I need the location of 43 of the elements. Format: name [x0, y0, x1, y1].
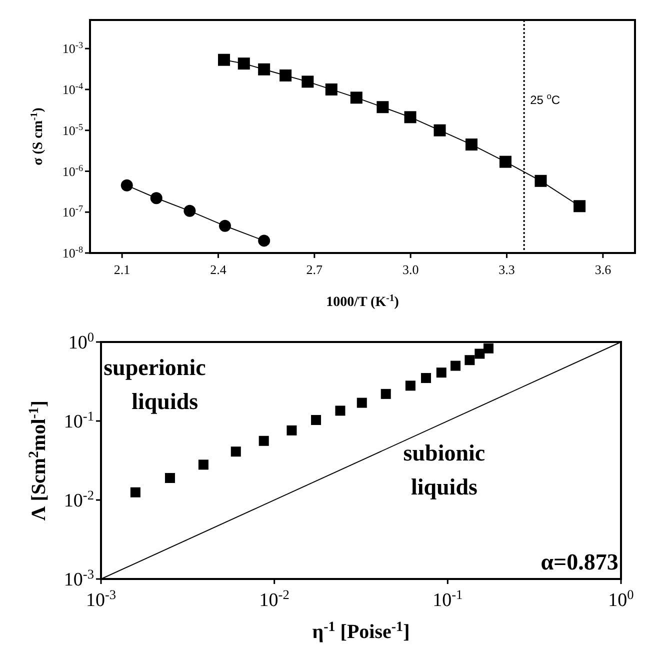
y-tick-label: 10$^{0}$ — [68, 329, 94, 354]
y-tick-label: 10$^{-7}$ — [62, 204, 84, 220]
point — [302, 76, 314, 88]
point — [574, 200, 586, 212]
x-tick-label: 10$^{0}$ — [608, 586, 634, 611]
x-axis-title: 1000/T (K$^{-1}$) — [326, 292, 400, 310]
point — [238, 58, 250, 70]
ref-line-label: 25 $^{o}$C — [530, 90, 560, 107]
y-tick-label: 10$^{-1}$ — [64, 408, 94, 433]
point — [280, 69, 292, 82]
x-tick-label: 3.6 — [594, 262, 612, 277]
point — [376, 101, 389, 114]
point — [404, 111, 416, 124]
point — [150, 192, 162, 204]
y-tick-label: 10$^{-3}$ — [62, 40, 84, 56]
point — [534, 174, 547, 187]
point — [120, 179, 133, 192]
x-axis-title: η$^{-1}$ [Poise$^{-1}$] — [312, 620, 410, 643]
point — [258, 63, 270, 76]
point — [466, 138, 478, 151]
point — [325, 83, 338, 96]
point — [184, 204, 196, 217]
x-tick-label: 2.7 — [306, 262, 324, 277]
y-tick-label: 10$^{-4}$ — [62, 81, 84, 98]
x-tick-label: 3.3 — [498, 262, 515, 277]
x-tick-label: 3.0 — [402, 262, 419, 277]
x-tick-label: 2.4 — [210, 262, 227, 277]
x-tick-label: 2.1 — [114, 262, 130, 277]
point — [434, 124, 446, 136]
annotation: superionic liquids — [104, 355, 206, 414]
x-tick-label: 10$^{-2}$ — [259, 586, 290, 611]
y-tick-label: 10$^{-5}$ — [62, 122, 84, 138]
y-tick-label: 10$^{-6}$ — [62, 162, 84, 179]
point — [258, 234, 270, 247]
point — [218, 220, 231, 232]
point — [499, 156, 512, 168]
point — [218, 54, 230, 66]
y-tick-label: 10$^{-2}$ — [64, 487, 94, 512]
annotation: subionic liquids — [403, 440, 486, 500]
x-tick-label: 10$^{-1}$ — [432, 586, 463, 611]
y-tick-label: 10$^{-8}$ — [62, 244, 84, 261]
point — [350, 92, 362, 104]
annotation: α=0.873 — [540, 550, 618, 575]
